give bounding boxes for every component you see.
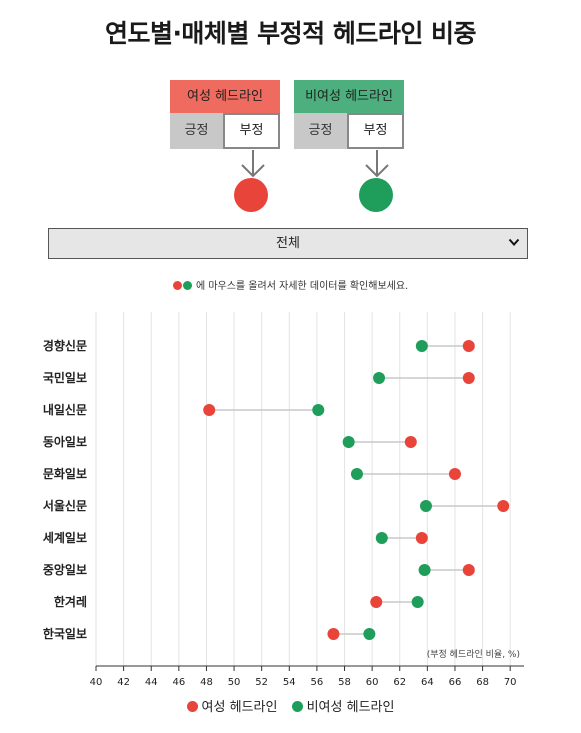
category-label: 서울신문 — [43, 498, 87, 513]
nonfemale-point[interactable] — [373, 372, 386, 384]
female-point[interactable] — [462, 340, 475, 352]
nonfemale-point[interactable] — [350, 468, 363, 480]
x-tick-label: 44 — [145, 677, 158, 688]
nonfemale-point[interactable] — [419, 500, 432, 512]
legend-female-label: 여성 헤드라인 — [201, 700, 278, 715]
chevron-down-icon — [508, 238, 520, 246]
x-tick-label: 62 — [393, 677, 406, 688]
unit-note: (부정 헤드라인 비율, %) — [427, 648, 520, 660]
x-tick-label: 50 — [228, 677, 241, 688]
legend-item-female: 여성 헤드라인 — [186, 696, 278, 715]
female-point[interactable] — [462, 372, 475, 384]
category-label: 세계일보 — [43, 530, 87, 545]
media-filter-select[interactable]: 전체 — [48, 228, 528, 259]
nonfemale-headline-legend: 비여성 헤드라인 긍정 부정 — [294, 80, 404, 149]
x-tick-label: 42 — [117, 677, 130, 688]
x-tick-label: 46 — [172, 677, 185, 688]
hint-female-dot-icon — [172, 281, 182, 290]
hint-nonfemale-dot-icon — [182, 281, 192, 290]
nonfemale-point[interactable] — [342, 436, 355, 448]
x-tick-label: 70 — [504, 677, 517, 688]
category-label: 경향신문 — [43, 338, 87, 353]
x-tick-label: 40 — [90, 677, 103, 688]
dumbbell-chart: 40 42 44 46 48 50 52 54 56 58 60 62 64 66 68 70 경향신문국민일보… — [43, 312, 524, 688]
category-label: 내일신문 — [43, 402, 87, 417]
media-filter-value: 전체 — [276, 236, 300, 251]
female-point[interactable] — [327, 628, 340, 640]
category-label: 국민일보 — [43, 370, 87, 385]
x-tick-label: 48 — [200, 677, 213, 688]
female-headline-legend: 여성 헤드라인 긍정 부정 — [170, 80, 280, 149]
female-point[interactable] — [203, 404, 216, 416]
nonfemale-positive-cell: 긍정 — [294, 113, 347, 149]
chart-legend: 여성 헤드라인 비여성 헤드라인 — [0, 696, 581, 715]
legend-nonfemale-dot-icon — [291, 701, 303, 712]
female-headline-label: 여성 헤드라인 — [170, 80, 280, 113]
x-tick-label: 56 — [311, 677, 324, 688]
nonfemale-point[interactable] — [375, 532, 388, 544]
female-negative-cell: 부정 — [223, 113, 280, 149]
nonfemale-point[interactable] — [363, 628, 376, 640]
category-label: 한국일보 — [43, 626, 87, 641]
female-point[interactable] — [404, 436, 417, 448]
female-point[interactable] — [370, 596, 383, 608]
nonfemale-point[interactable] — [415, 340, 428, 352]
nonfemale-dot-icon — [359, 178, 393, 212]
female-positive-cell: 긍정 — [170, 113, 223, 149]
x-tick-label: 54 — [283, 677, 296, 688]
female-point[interactable] — [448, 468, 461, 480]
x-tick-label: 68 — [476, 677, 489, 688]
female-point[interactable] — [497, 500, 510, 512]
category-label: 문화일보 — [43, 466, 87, 481]
x-tick-label: 60 — [366, 677, 379, 688]
category-label: 중앙일보 — [43, 563, 87, 577]
legend-item-nonfemale: 비여성 헤드라인 — [291, 696, 395, 715]
hint-text: 에 마우스를 올려서 자세한 데이터를 확인해보세요. — [195, 281, 409, 292]
legend-nonfemale-label: 비여성 헤드라인 — [306, 700, 395, 715]
category-label: 동아일보 — [43, 434, 87, 449]
nonfemale-arrow-icon — [365, 150, 389, 178]
nonfemale-point[interactable] — [411, 596, 424, 608]
nonfemale-point[interactable] — [312, 404, 325, 416]
nonfemale-point[interactable] — [418, 564, 431, 576]
x-tick-label: 66 — [449, 677, 462, 688]
nonfemale-negative-cell: 부정 — [347, 113, 404, 149]
x-tick-label: 58 — [338, 677, 351, 688]
hover-hint: 에 마우스를 올려서 자세한 데이터를 확인해보세요. — [0, 277, 581, 292]
female-arrow-icon — [241, 150, 265, 178]
female-dot-icon — [234, 178, 268, 212]
legend-female-dot-icon — [186, 701, 198, 712]
page-title: 연도별·매체별 부정적 헤드라인 비중 — [104, 19, 477, 48]
nonfemale-headline-label: 비여성 헤드라인 — [294, 80, 404, 113]
female-point[interactable] — [462, 564, 475, 576]
category-label: 한겨레 — [54, 594, 87, 609]
x-tick-label: 64 — [421, 677, 434, 688]
female-point[interactable] — [415, 532, 428, 544]
x-tick-label: 52 — [255, 677, 268, 688]
